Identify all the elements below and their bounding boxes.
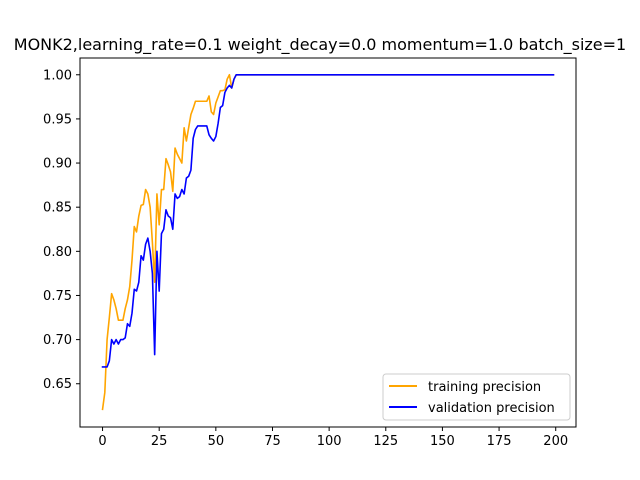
- x-tick-label: 50: [208, 434, 225, 449]
- legend: training precision validation precision: [382, 373, 571, 421]
- y-axis: 0.65 0.70 0.75 0.80 0.85 0.90 0.95 1.00: [43, 68, 80, 392]
- x-axis: 0 25 50 75 100 125 150 175 200: [98, 427, 568, 449]
- legend-label-validation: validation precision: [428, 401, 555, 416]
- x-tick-label: 125: [373, 434, 398, 449]
- y-tick-label: 0.70: [43, 333, 72, 348]
- series-line-training: [101, 73, 555, 411]
- chart-title: MONK2,learning_rate=0.1 weight_decay=0.0…: [14, 35, 626, 55]
- plot-frame: [79, 57, 577, 428]
- legend-label-training: training precision: [428, 380, 541, 395]
- x-tick-label: 0: [98, 434, 106, 449]
- legend-box: [382, 373, 571, 421]
- series-line-validation: [101, 73, 555, 368]
- y-tick-label: 0.80: [43, 245, 72, 260]
- y-tick-label: 0.75: [43, 289, 72, 304]
- x-tick-label: 200: [543, 434, 568, 449]
- y-tick-label: 1.00: [43, 68, 72, 83]
- x-tick-label: 100: [317, 434, 342, 449]
- x-tick-label: 75: [264, 434, 281, 449]
- x-tick-label: 150: [430, 434, 455, 449]
- y-tick-label: 0.65: [43, 377, 72, 392]
- y-tick-label: 0.95: [43, 112, 72, 127]
- x-tick-label: 25: [151, 434, 168, 449]
- y-tick-label: 0.85: [43, 201, 72, 216]
- y-tick-label: 0.90: [43, 157, 72, 172]
- series-layer: [101, 73, 555, 411]
- x-tick-label: 175: [487, 434, 512, 449]
